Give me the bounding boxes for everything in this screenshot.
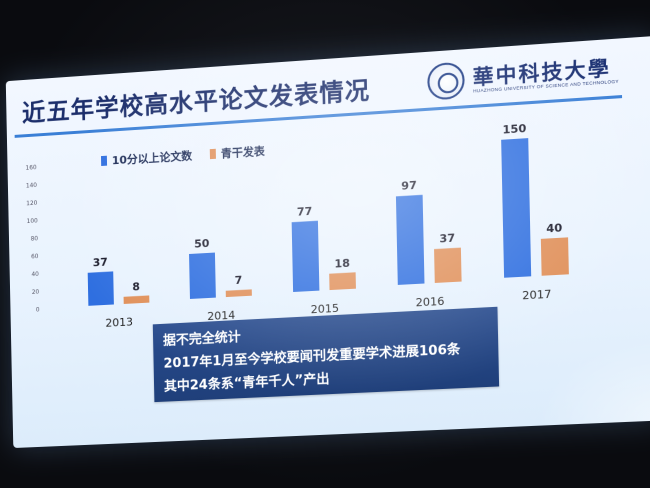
data-label: 77 xyxy=(297,205,313,219)
data-label: 37 xyxy=(93,256,108,270)
legend-label: 10分以上论文数 xyxy=(112,148,193,167)
data-label: 40 xyxy=(546,221,563,235)
data-label: 8 xyxy=(132,280,140,293)
x-tick-label: 2016 xyxy=(416,295,445,310)
bar-papers xyxy=(189,253,216,299)
note-line-3: 其中24条系“青年千人”产出 xyxy=(164,368,330,395)
data-label: 97 xyxy=(401,179,417,193)
bar-papers xyxy=(88,271,114,305)
legend-label: 青干发表 xyxy=(221,144,265,161)
bar-papers xyxy=(292,221,320,292)
y-tick-label: 140 xyxy=(26,182,37,190)
x-tick-label: 2017 xyxy=(522,287,551,302)
y-tick-label: 40 xyxy=(31,271,39,278)
legend-swatch xyxy=(210,149,216,159)
bar-young-talent xyxy=(541,237,569,275)
legend-swatch xyxy=(101,156,107,166)
bar-papers xyxy=(501,138,531,278)
note-box: 据不完全统计 2017年1月至今学校要闻刊发重要学术进展106条 其中24条系“… xyxy=(153,307,499,402)
note-line-1: 据不完全统计 xyxy=(163,326,241,349)
x-tick-label: 2013 xyxy=(105,315,133,329)
y-tick-label: 100 xyxy=(27,217,38,225)
y-tick-label: 160 xyxy=(25,164,36,172)
y-tick-label: 0 xyxy=(36,306,40,313)
bar-papers xyxy=(396,195,425,285)
bar-young-talent xyxy=(329,272,356,290)
data-label: 150 xyxy=(502,122,527,137)
presentation-slide: 近五年学校高水平论文发表情况 華中科技大學 HUAZHONG UNIVERSIT… xyxy=(6,36,650,448)
y-tick-label: 120 xyxy=(26,200,37,208)
y-tick-label: 60 xyxy=(31,253,39,260)
data-label: 50 xyxy=(194,237,210,251)
y-tick-label: 80 xyxy=(31,235,39,242)
bar-young-talent xyxy=(226,289,252,297)
data-label: 37 xyxy=(439,232,455,246)
data-label: 7 xyxy=(235,274,243,288)
bar-young-talent xyxy=(124,295,150,304)
data-label: 18 xyxy=(334,256,350,270)
y-tick-label: 20 xyxy=(32,289,40,296)
bar-young-talent xyxy=(434,248,462,283)
